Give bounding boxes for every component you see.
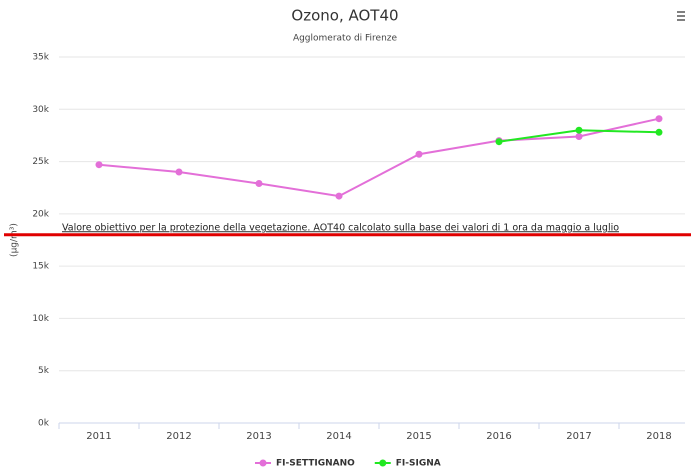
y-tick-label: 5k xyxy=(38,366,50,376)
x-tick-label: 2018 xyxy=(646,431,671,442)
point xyxy=(175,168,183,176)
point xyxy=(95,161,103,169)
y-tick-label: 25k xyxy=(32,157,49,167)
y-tick-label: 10k xyxy=(32,314,49,324)
legend-label: FI-SIGNA xyxy=(396,459,441,469)
y-axis-label: (µg/m³) xyxy=(10,223,20,257)
point xyxy=(575,126,583,134)
x-tick-label: 2013 xyxy=(246,431,271,442)
x-tick-label: 2014 xyxy=(326,431,351,442)
point xyxy=(655,115,663,123)
point xyxy=(255,180,263,188)
series-line xyxy=(98,117,660,198)
chart-title: Ozono, AOT40 xyxy=(291,7,398,25)
y-tick-label: 35k xyxy=(32,53,49,63)
y-tick-label: 30k xyxy=(32,105,49,115)
x-tick-label: 2016 xyxy=(486,431,511,442)
y-tick-label: 20k xyxy=(32,209,49,219)
menu-icon[interactable] xyxy=(677,11,685,21)
x-tick-label: 2015 xyxy=(406,431,431,442)
legend-label: FI-SETTIGNANO xyxy=(276,459,355,469)
point xyxy=(655,128,663,136)
y-tick-label: 0k xyxy=(38,419,50,429)
plot-line-label: Valore obiettivo per la protezione della… xyxy=(62,222,619,233)
x-tick-label: 2017 xyxy=(566,431,591,442)
x-tick-label: 2011 xyxy=(86,431,111,442)
point xyxy=(575,132,583,140)
legend-marker xyxy=(379,459,387,467)
point xyxy=(495,138,503,146)
chart-subtitle: Agglomerato di Firenze xyxy=(293,34,398,44)
x-tick-label: 2012 xyxy=(166,431,191,442)
point xyxy=(415,150,423,158)
y-tick-label: 15k xyxy=(32,262,49,272)
point xyxy=(335,192,343,200)
legend-marker xyxy=(259,459,267,467)
